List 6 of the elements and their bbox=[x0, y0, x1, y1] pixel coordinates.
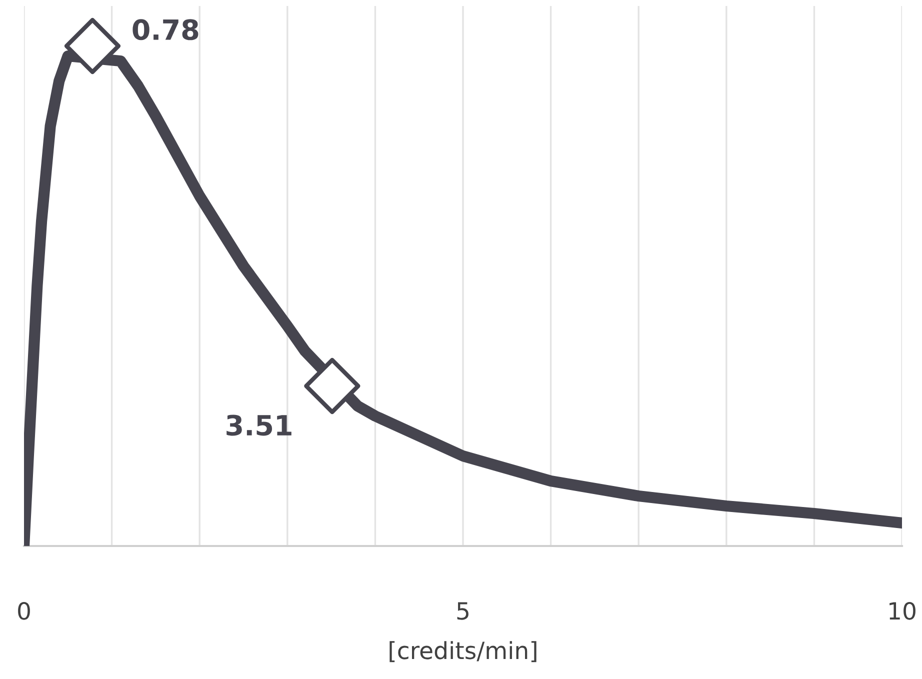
annotation: 0.78 bbox=[132, 19, 198, 40]
x-tick-label: 10 bbox=[890, 602, 916, 620]
annotation: 3.51 bbox=[226, 414, 292, 436]
x-axis-title: [credits/min] bbox=[390, 641, 536, 662]
x-tick-label: 5 bbox=[457, 602, 468, 620]
x-tick-label: 0 bbox=[18, 602, 30, 620]
